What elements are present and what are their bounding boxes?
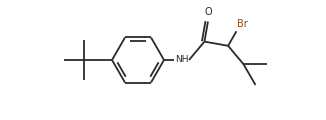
- Text: NH: NH: [175, 55, 188, 65]
- Text: Br: Br: [237, 19, 248, 29]
- Text: O: O: [204, 6, 212, 17]
